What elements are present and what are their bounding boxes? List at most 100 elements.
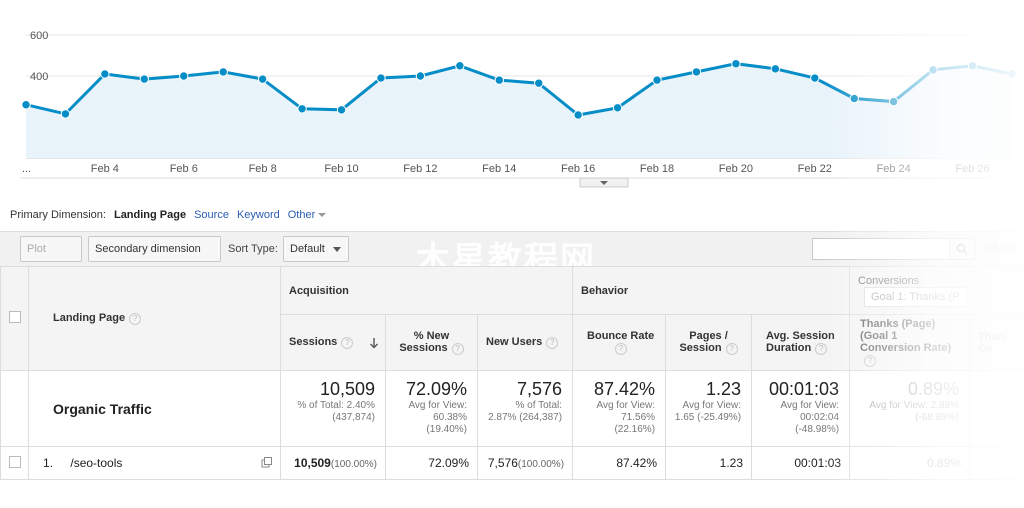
data-point[interactable]	[494, 75, 504, 85]
totals-sessions: 10,509% of Total: 2.40% (437,874)	[280, 370, 386, 447]
data-point[interactable]	[297, 104, 307, 114]
totals-spacer	[0, 370, 29, 447]
x-tick-label: Feb 24	[877, 163, 911, 175]
x-tick-label: ...	[22, 163, 31, 175]
x-tick-label: Feb 20	[719, 163, 753, 175]
data-point[interactable]	[612, 103, 623, 113]
row-conversion-rate: 0.89%	[849, 446, 971, 480]
bounce-rate-header[interactable]: Bounce Rate?	[572, 314, 667, 371]
x-tick-label: Feb 18	[640, 163, 674, 175]
data-point[interactable]	[218, 67, 228, 77]
data-point[interactable]	[849, 93, 859, 104]
behavior-group-header: Behavior	[572, 266, 851, 315]
data-point[interactable]	[1007, 69, 1017, 79]
sort-type-dropdown[interactable]: Default	[283, 236, 349, 262]
data-point[interactable]	[257, 74, 268, 84]
help-icon: ?	[725, 342, 738, 355]
row-sessions: 10,509(100.00%)	[280, 446, 386, 480]
new-users-header[interactable]: New Users?	[476, 314, 574, 371]
acquisition-group-header: Acquisition	[279, 266, 574, 315]
primary-dimension-bar: Primary Dimension: Landing Page Source K…	[10, 209, 327, 221]
report-table: Landing Page? Acquisition Behavior Conve…	[0, 266, 1024, 480]
avg-session-duration-header[interactable]: Avg. Session Duration?	[751, 314, 851, 371]
new-sessions-header[interactable]: % New Sessions?	[385, 314, 478, 371]
dimension-other[interactable]: Other	[288, 209, 327, 221]
primary-dimension-label: Primary Dimension:	[10, 209, 106, 221]
conversions-group-header: Conversions Goal 1: Thanks (P	[849, 266, 1024, 315]
x-tick-label: Feb 12	[403, 163, 437, 175]
goal-dropdown[interactable]: Goal 1: Thanks (P	[864, 286, 967, 307]
help-icon: ?	[546, 336, 559, 349]
data-point[interactable]	[888, 96, 899, 107]
sessions-header[interactable]: Sessions?	[280, 314, 386, 371]
chevron-down-icon	[600, 181, 608, 185]
row-new-sessions: 72.09%	[385, 446, 478, 480]
x-tick-label: Feb 26	[955, 163, 989, 175]
data-point[interactable]	[967, 61, 978, 71]
table-search-input[interactable]	[812, 238, 950, 260]
dimension-landing-page[interactable]: Landing Page	[113, 209, 187, 221]
x-tick-label: Feb 22	[798, 163, 832, 175]
totals-next-column	[969, 370, 1024, 447]
data-point[interactable]	[100, 69, 110, 79]
help-icon: ?	[451, 342, 464, 355]
landing-page-link[interactable]: /seo-tools	[70, 456, 123, 470]
help-icon: ?	[129, 312, 142, 325]
x-tick-label: Feb 16	[561, 163, 595, 175]
row-checkbox[interactable]	[8, 455, 21, 468]
y-tick-label: 600	[30, 30, 48, 42]
totals-avg-duration: 00:01:03 Avg for View: 00:02:04 (-48.98%)	[751, 370, 851, 447]
help-icon: ?	[864, 354, 877, 367]
help-icon: ?	[815, 342, 828, 355]
dimension-source[interactable]: Source	[194, 209, 229, 221]
totals-conversion-rate: 0.89% Avg for View: 2.88% (-68.89%)	[849, 370, 971, 447]
x-tick-label: Feb 8	[249, 163, 277, 175]
sort-down-arrow-icon	[370, 338, 378, 349]
x-tick-label: Feb 14	[482, 163, 516, 175]
select-all-checkbox[interactable]	[8, 311, 21, 323]
data-point[interactable]	[652, 75, 662, 85]
data-point[interactable]	[770, 64, 781, 74]
row-pages-per-session: 1.23	[665, 446, 753, 480]
advanced-link[interactable]: advan	[984, 243, 1014, 255]
data-point[interactable]	[691, 67, 702, 77]
totals-label: Organic Traffic	[28, 370, 281, 447]
data-point[interactable]	[810, 73, 820, 83]
data-point[interactable]	[60, 109, 71, 119]
totals-bounce-rate: 87.42% Avg for View: 71.56% (22.16%)	[572, 370, 667, 447]
data-point[interactable]	[455, 61, 465, 71]
sort-type-label: Sort Type:	[228, 243, 278, 255]
data-point[interactable]	[928, 65, 938, 75]
data-point[interactable]	[376, 73, 386, 83]
totals-new-sessions: 72.09% Avg for View: 60.38% (19.40%)	[385, 370, 478, 447]
landing-page-header[interactable]: Landing Page?	[28, 266, 281, 371]
pages-per-session-header[interactable]: Pages / Session?	[665, 314, 753, 371]
data-point[interactable]	[139, 74, 150, 84]
data-point[interactable]	[179, 71, 189, 81]
row-new-users: 7,576(100.00%)	[476, 446, 574, 480]
chevron-down-icon	[332, 246, 341, 252]
data-point[interactable]	[21, 100, 31, 110]
data-point[interactable]	[573, 110, 583, 120]
row-avg-duration: 00:01:03	[751, 446, 851, 480]
search-button[interactable]	[949, 238, 975, 260]
next-column-header[interactable]: Than Co	[969, 314, 1024, 371]
data-point[interactable]	[731, 59, 741, 69]
dimension-keyword[interactable]: Keyword	[236, 209, 280, 221]
secondary-dimension-dropdown[interactable]: Secondary dimension	[88, 236, 221, 276]
y-tick-label: 400	[30, 71, 48, 83]
x-tick-label: Feb 4	[91, 163, 119, 175]
data-point[interactable]	[534, 78, 544, 88]
row-next-column	[969, 446, 1024, 480]
plot-rows-button[interactable]: Plot Rows	[20, 236, 82, 279]
conversion-rate-header[interactable]: Thanks (Page) (Goal 1 Conversion Rate)?	[849, 314, 971, 371]
open-link-icon[interactable]	[261, 457, 272, 468]
row-index: 1.	[43, 456, 54, 470]
landing-page-cell: 1. /seo-tools	[28, 446, 281, 480]
row-bounce-rate: 87.42%	[572, 446, 667, 480]
data-point[interactable]	[336, 105, 347, 115]
data-point[interactable]	[415, 71, 426, 81]
help-icon: ?	[341, 336, 354, 349]
x-tick-label: Feb 10	[324, 163, 358, 175]
